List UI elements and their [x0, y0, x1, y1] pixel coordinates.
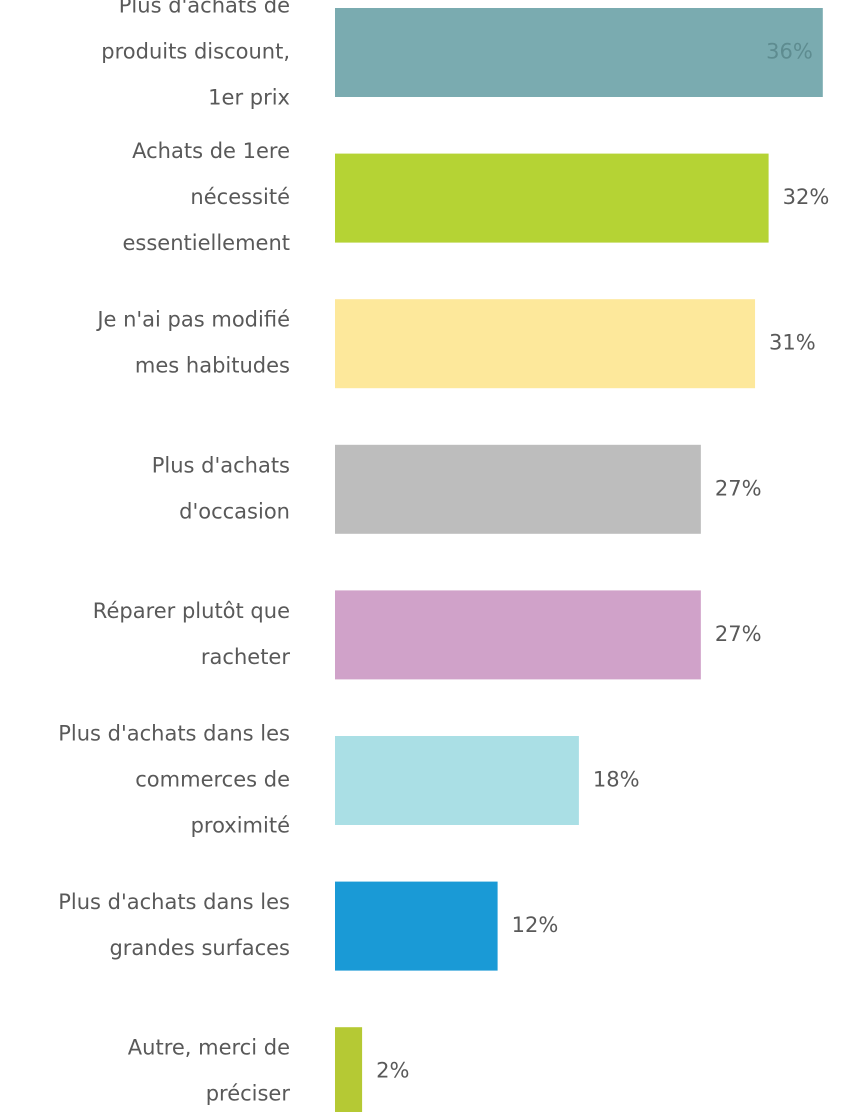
value-label: 18% [593, 768, 640, 792]
value-label: 32% [783, 185, 830, 209]
bar [335, 736, 579, 825]
bar [335, 8, 823, 97]
value-label: 31% [769, 331, 816, 355]
bar [335, 153, 769, 243]
category-label: Plus d'achats dans les grandes surfaces [58, 890, 290, 960]
category-label: Autre, merci de préciser [128, 1036, 291, 1106]
value-label: 12% [512, 913, 559, 937]
bar [335, 881, 498, 971]
category-label: Je n'ai pas modifié mes habitudes [95, 308, 290, 378]
bar [335, 1027, 363, 1112]
category-label: Achats de 1ere nécessité essentiellement [122, 139, 290, 255]
category-label: Plus d'achats de produits discount, 1er pr… [101, 0, 290, 110]
category-label: Plus d'achats d'occasion [152, 453, 290, 523]
bar [335, 299, 756, 389]
category-label: Réparer plutôt que racheter [93, 599, 291, 669]
bar [335, 444, 701, 534]
value-label: 36% [766, 40, 813, 64]
bar [335, 590, 701, 680]
value-label: 2% [376, 1059, 409, 1083]
category-label: Plus d'achats dans les commerces de proxim… [58, 722, 290, 838]
value-label: 27% [715, 622, 762, 646]
value-label: 27% [715, 476, 762, 500]
